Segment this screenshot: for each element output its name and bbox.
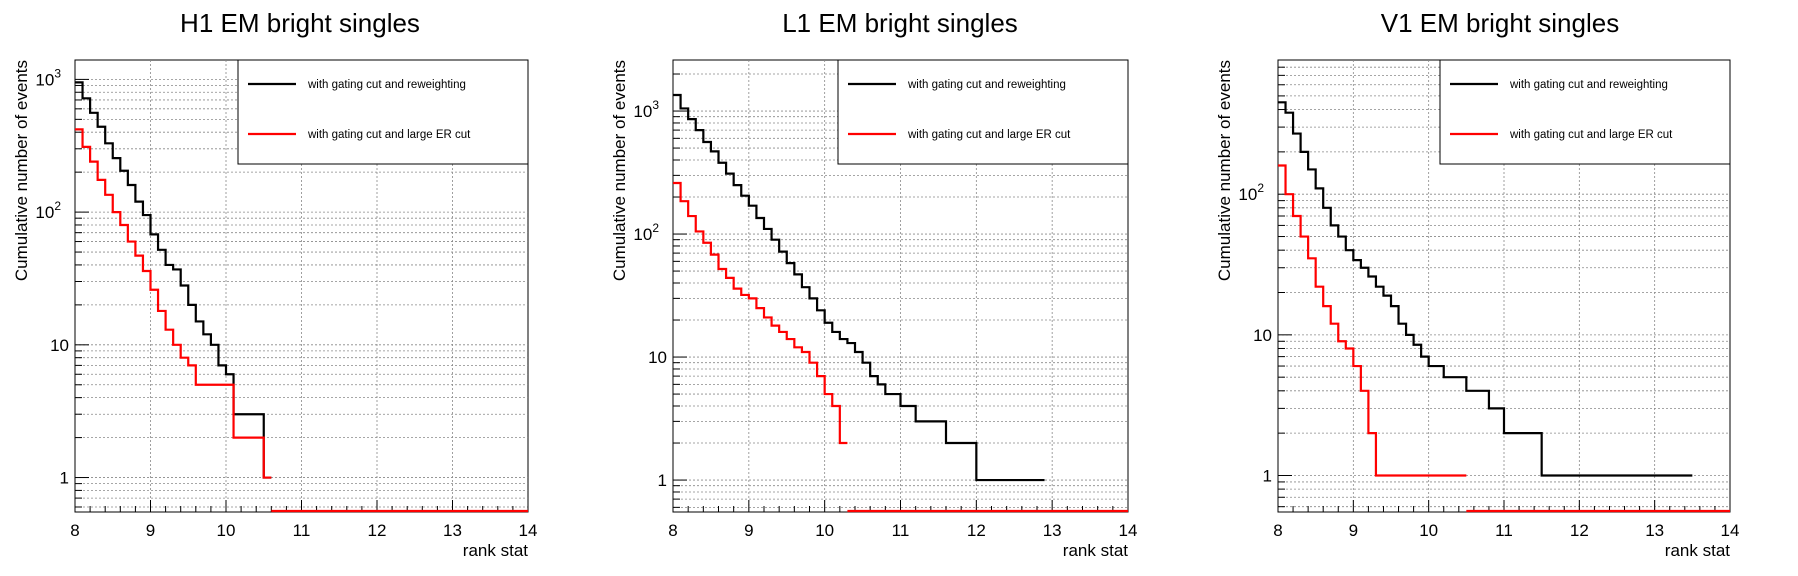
y-tick-label: 10 (1253, 326, 1272, 345)
y-tick-label: 102 (1238, 181, 1264, 204)
x-tick-label: 12 (967, 521, 986, 540)
y-axis-label: Cumulative number of events (610, 60, 629, 281)
y-tick-label: 10 (50, 336, 69, 355)
legend: with gating cut and reweighting with gati… (1439, 59, 1731, 165)
legend-box (1439, 59, 1731, 165)
legend-label: with gating cut and large ER cut (307, 129, 471, 141)
panel-1: 8 9 10 11 12 13 14 1 10 102 103 with gating cut and… (12, 8, 537, 560)
panel-3: 8 9 10 11 12 13 14 1 10 102 with gating cut and re… (1215, 8, 1739, 560)
y-tick-label: 1 (60, 469, 69, 488)
chart-title: L1 EM bright singles (782, 8, 1018, 38)
legend-label: with gating cut and reweighting (907, 79, 1066, 91)
legend-label: with gating cut and reweighting (307, 79, 466, 91)
x-tick-label: 11 (293, 521, 311, 540)
legend-label: with gating cut and reweighting (1509, 79, 1668, 91)
series-line-2 (75, 128, 272, 479)
chart-title: H1 EM bright singles (180, 8, 420, 38)
panel-2: 8 9 10 11 12 13 14 1 10 102 103 with gating cut and… (610, 8, 1137, 560)
series-line-1 (673, 93, 1045, 482)
y-ticks (673, 73, 687, 508)
y-tick-label: 102 (633, 221, 659, 244)
y-ticks (75, 78, 89, 508)
x-tick-label: 13 (1645, 521, 1664, 540)
y-ticks (1278, 66, 1292, 508)
x-axis-label: rank stat (463, 541, 528, 560)
y-tick-label: 1 (658, 471, 667, 490)
x-ticks (74, 500, 529, 512)
x-tick-label: 12 (368, 521, 387, 540)
x-tick-label: 9 (744, 521, 753, 540)
y-tick-label: 1 (1263, 466, 1272, 485)
series-line-2 (673, 181, 848, 445)
legend-label: with gating cut and large ER cut (1509, 129, 1673, 141)
y-tick-label: 103 (35, 66, 61, 89)
series-line-2 (1278, 164, 1467, 477)
x-axis-label: rank stat (1063, 541, 1128, 560)
y-tick-label: 10 (648, 348, 667, 367)
x-axis-label: rank stat (1665, 541, 1730, 560)
legend-box (237, 59, 529, 165)
x-tick-label: 9 (146, 521, 155, 540)
x-tick-label: 11 (1495, 521, 1513, 540)
x-tick-label: 11 (892, 521, 910, 540)
x-tick-label: 14 (519, 521, 538, 540)
x-tick-label: 10 (815, 521, 834, 540)
legend: with gating cut and reweighting with gati… (237, 59, 529, 165)
x-tick-label: 10 (1419, 521, 1438, 540)
chart-title: V1 EM bright singles (1381, 8, 1619, 38)
x-tick-label: 8 (668, 521, 677, 540)
y-axis-label: Cumulative number of events (12, 60, 31, 281)
series-line-1 (1278, 101, 1693, 477)
series-line-1 (75, 81, 272, 479)
x-tick-label: 14 (1721, 521, 1740, 540)
x-tick-label: 9 (1349, 521, 1358, 540)
legend-box (837, 59, 1129, 165)
x-tick-label: 8 (1273, 521, 1282, 540)
grid (673, 60, 1128, 512)
x-tick-label: 8 (70, 521, 79, 540)
legend-label: with gating cut and large ER cut (907, 129, 1071, 141)
y-tick-label: 103 (633, 98, 659, 121)
y-tick-label: 102 (35, 199, 61, 222)
y-axis-label: Cumulative number of events (1215, 60, 1234, 281)
x-tick-label: 13 (1043, 521, 1062, 540)
x-tick-label: 14 (1119, 521, 1138, 540)
x-tick-label: 12 (1570, 521, 1589, 540)
x-tick-label: 10 (217, 521, 236, 540)
x-tick-label: 13 (443, 521, 462, 540)
legend: with gating cut and reweighting with gati… (837, 59, 1129, 165)
